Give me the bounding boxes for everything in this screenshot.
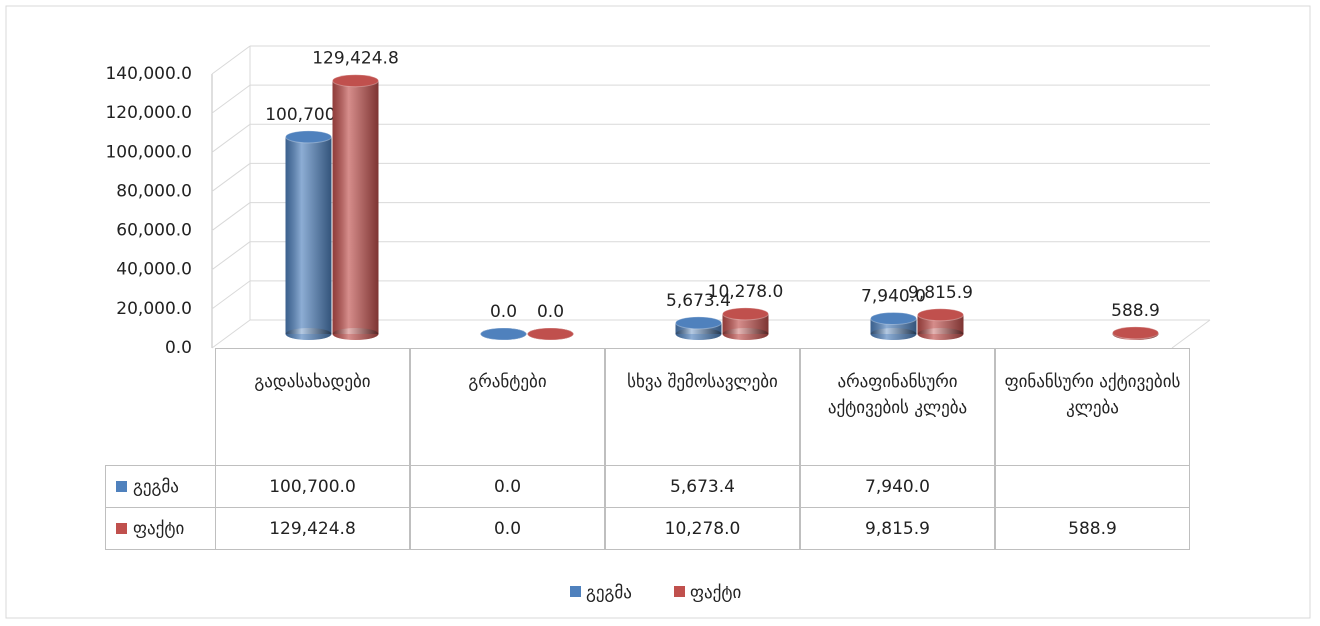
data-label: 588.9 bbox=[1111, 301, 1160, 321]
table-cell: 0.0 bbox=[410, 507, 605, 550]
bar-bottom-shade bbox=[870, 328, 917, 340]
grid-line bbox=[211, 319, 251, 349]
bar bbox=[722, 307, 769, 340]
frame bbox=[5, 5, 1311, 619]
y-tick-label: 140,000.0 bbox=[105, 64, 192, 84]
series-name: ფაქტი bbox=[133, 518, 185, 539]
bar-top bbox=[332, 74, 379, 88]
bar-bottom-shade bbox=[332, 328, 379, 340]
data-label: 7,940.0 bbox=[861, 286, 926, 306]
bar-top bbox=[675, 316, 722, 330]
y-tick-label: 100,000.0 bbox=[105, 142, 192, 162]
category-label: ფინანსური აქტივების კლება bbox=[995, 348, 1190, 466]
legend-swatch bbox=[116, 481, 127, 492]
table-cell: 588.9 bbox=[995, 507, 1190, 550]
bar bbox=[285, 130, 332, 340]
legend-swatch bbox=[116, 523, 127, 534]
bar bbox=[480, 327, 527, 341]
table-row-header: ფაქტი bbox=[105, 507, 216, 550]
data-label: 10,278.0 bbox=[708, 282, 784, 302]
grid-line bbox=[211, 241, 251, 271]
bar-top bbox=[1112, 326, 1159, 340]
category-label: სხვა შემოსავლები bbox=[605, 348, 800, 466]
legend-swatch bbox=[570, 586, 581, 597]
grid-line bbox=[211, 163, 251, 192]
data-label: 0.0 bbox=[490, 302, 517, 322]
y-tick-label: 0.0 bbox=[165, 338, 192, 358]
table-cell: 129,424.8 bbox=[215, 507, 410, 550]
data-label: 0.0 bbox=[537, 302, 564, 322]
bar-top bbox=[722, 307, 769, 321]
y-tick-label: 80,000.0 bbox=[116, 181, 192, 201]
grid-line bbox=[211, 280, 251, 310]
bar-top bbox=[527, 327, 574, 341]
y-tick-label: 20,000.0 bbox=[116, 299, 192, 319]
table-cell: 100,700.0 bbox=[215, 465, 410, 508]
table-cell bbox=[995, 465, 1190, 508]
table-cell: 10,278.0 bbox=[605, 507, 800, 550]
bar bbox=[332, 74, 379, 340]
bar bbox=[870, 311, 917, 340]
data-label: 5,673.4 bbox=[666, 291, 731, 311]
bar bbox=[527, 327, 574, 341]
bar-top bbox=[917, 308, 964, 322]
bar-shade bbox=[285, 136, 332, 334]
y-tick-label: 60,000.0 bbox=[116, 221, 192, 241]
bar-shade bbox=[332, 80, 379, 334]
data-label: 129,424.8 bbox=[312, 49, 399, 69]
bar-top bbox=[285, 130, 332, 144]
grid-line bbox=[211, 202, 251, 231]
grid-line bbox=[211, 123, 251, 153]
y-tick-label: 120,000.0 bbox=[105, 103, 192, 123]
category-label: გადასახადები bbox=[215, 348, 410, 466]
data-label: 100,700.0 bbox=[265, 105, 352, 125]
data-label: 9,815.9 bbox=[908, 283, 973, 303]
table-cell: 7,940.0 bbox=[800, 465, 995, 508]
category-label: არაფინანსური აქტივების კლება bbox=[800, 348, 995, 466]
category-label: გრანტები bbox=[410, 348, 605, 466]
table-cell: 0.0 bbox=[410, 465, 605, 508]
y-tick-label: 40,000.0 bbox=[116, 260, 192, 280]
grid-line bbox=[211, 84, 251, 114]
table-cell: 9,815.9 bbox=[800, 507, 995, 550]
table-row-header: გეგმა bbox=[105, 465, 216, 508]
bar bbox=[675, 316, 722, 340]
table-cell: 5,673.4 bbox=[605, 465, 800, 508]
legend-label: გეგმა bbox=[586, 583, 632, 603]
bar bbox=[917, 308, 964, 340]
bar-bottom-shade bbox=[285, 328, 332, 340]
bar bbox=[1112, 326, 1159, 340]
series-name: გეგმა bbox=[133, 476, 179, 497]
floor-edge bbox=[1171, 319, 1211, 349]
bar-bottom-shade bbox=[722, 328, 769, 340]
legend-label: ფაქტი bbox=[690, 583, 741, 603]
legend-swatch bbox=[674, 586, 685, 597]
bar-bottom-shade bbox=[917, 328, 964, 340]
bar-bottom-shade bbox=[675, 328, 722, 340]
bar-top bbox=[870, 311, 917, 325]
grid-line bbox=[211, 45, 251, 75]
bar-top bbox=[480, 327, 527, 341]
